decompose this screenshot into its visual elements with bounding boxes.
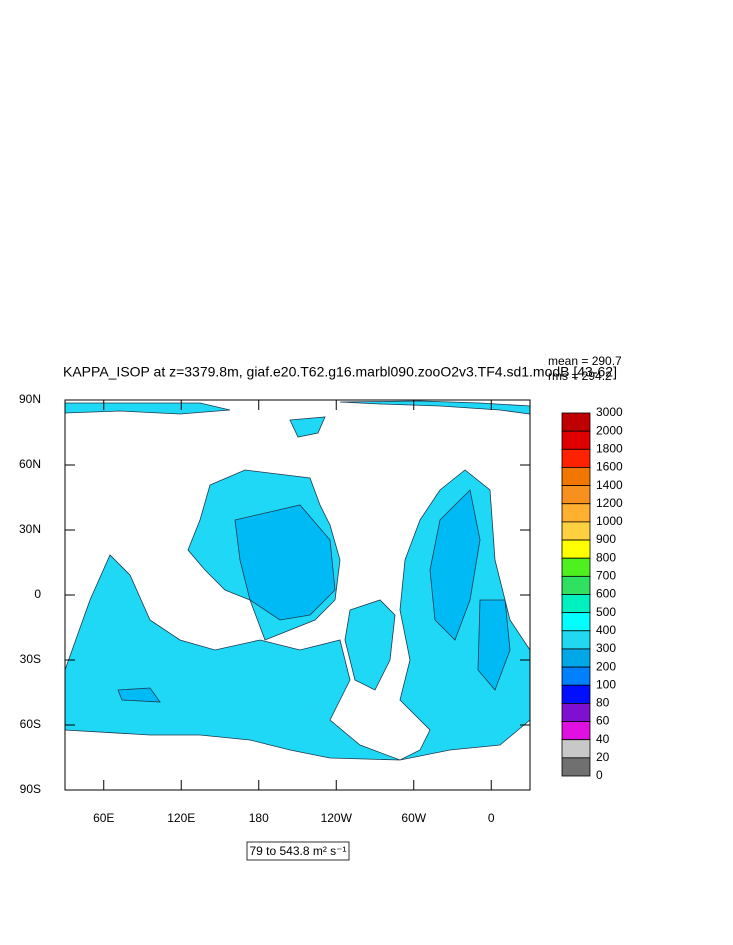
colorbar-label: 1600 — [596, 460, 623, 474]
y-tick-label: 0 — [34, 587, 41, 601]
mean-annotation: mean = 290.7 — [548, 354, 622, 368]
colorbar-box — [561, 757, 591, 777]
colorbar-box — [561, 448, 591, 468]
x-tick-label: 0 — [488, 811, 495, 825]
colorbar-box — [561, 557, 591, 577]
y-tick-label: 90S — [20, 782, 41, 796]
ocean-fields — [64, 400, 531, 761]
colorbar-box — [561, 430, 591, 450]
colorbar-label: 700 — [596, 569, 616, 583]
x-tick-label: 60E — [93, 811, 114, 825]
colorbar-label: 800 — [596, 550, 616, 564]
colorbar-label: 100 — [596, 677, 616, 691]
range-label: 79 to 543.8 m² s⁻¹ — [249, 844, 346, 858]
colorbar-label: 200 — [596, 659, 616, 673]
colorbar-label: 300 — [596, 641, 616, 655]
colorbar-label: 60 — [596, 714, 610, 728]
colorbar-label: 3000 — [596, 405, 623, 419]
y-tick-label: 30S — [20, 652, 41, 666]
colorbar-box — [561, 521, 591, 541]
colorbar-label: 400 — [596, 623, 616, 637]
colorbar-label: 40 — [596, 732, 610, 746]
colorbar-box — [561, 721, 591, 741]
colorbar-label: 1000 — [596, 514, 623, 528]
colorbar-box — [561, 612, 591, 632]
colorbar-box — [561, 684, 591, 704]
y-tick-label: 30N — [19, 522, 41, 536]
colorbar-label: 80 — [596, 696, 610, 710]
colorbar-label: 1400 — [596, 478, 623, 492]
colorbar-box — [561, 666, 591, 686]
colorbar-label: 900 — [596, 532, 616, 546]
colorbar-box — [561, 412, 591, 432]
x-tick-label: 120E — [167, 811, 195, 825]
x-tick-label: 60W — [401, 811, 426, 825]
colorbar-box — [561, 503, 591, 523]
map-title: KAPPA_ISOP at z=3379.8m, giaf.e20.T62.g1… — [63, 364, 617, 380]
colorbar-label: 500 — [596, 605, 616, 619]
colorbar-label: 1800 — [596, 441, 623, 455]
colorbar-box — [561, 485, 591, 505]
colorbar-label: 2000 — [596, 423, 623, 437]
colorbar-label: 1200 — [596, 496, 623, 510]
colorbar-box — [561, 575, 591, 595]
colorbar-box — [561, 703, 591, 722]
colorbar-box — [561, 739, 591, 759]
y-tick-label: 90N — [19, 392, 41, 406]
colorbar-label: 20 — [596, 750, 610, 764]
colorbar-box — [561, 630, 591, 650]
colorbar-box — [561, 594, 591, 614]
x-tick-label: 180 — [249, 811, 269, 825]
colorbar-label: 600 — [596, 587, 616, 601]
y-tick-label: 60N — [19, 457, 41, 471]
colorbar-label: 0 — [596, 768, 603, 782]
x-tick-label: 120W — [321, 811, 353, 825]
colorbar-box — [561, 467, 591, 487]
rms-annotation: rms = 294.2 — [548, 369, 612, 383]
colorbar-box — [561, 539, 591, 559]
y-tick-label: 60S — [20, 717, 41, 731]
colorbar-box — [561, 648, 591, 668]
range-box — [246, 841, 350, 861]
